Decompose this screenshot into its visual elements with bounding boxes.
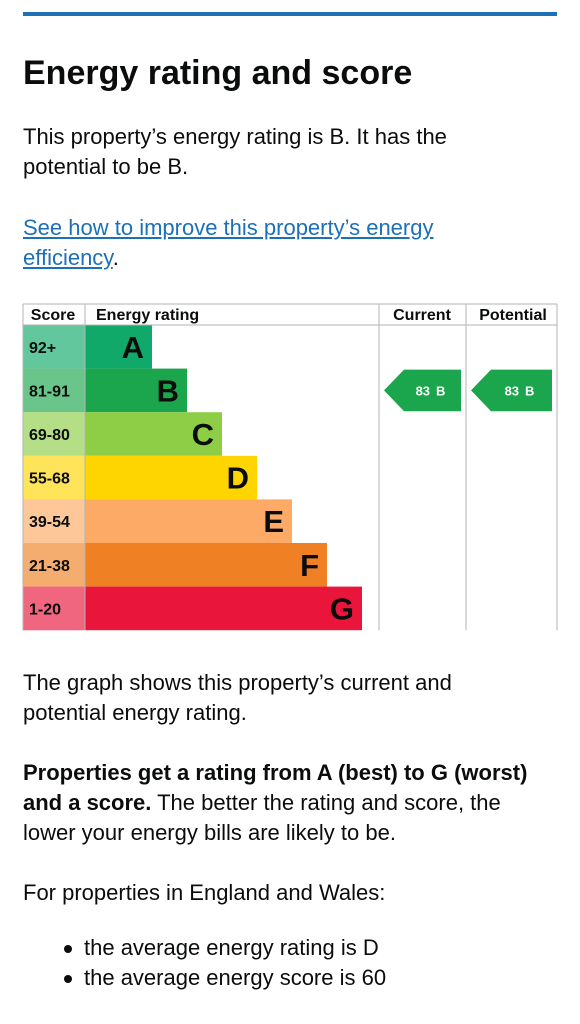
rating-arrow (471, 369, 552, 412)
improve-link[interactable]: See how to improve this property’s energ… (23, 215, 434, 270)
rating-bar (85, 586, 362, 631)
rating-letter: C (192, 417, 214, 452)
rating-info-text: The better the rating and score, the low… (23, 790, 501, 845)
score-cell-tint (23, 543, 85, 587)
rating-info-bold: Properties get a rating from A (best) to… (23, 760, 528, 815)
averages-list: the average energy rating is D the avera… (23, 933, 557, 993)
averages-intro: For properties in England and Wales: (23, 880, 386, 905)
score-cell (23, 325, 85, 369)
score-cell (23, 455, 85, 500)
score-cell-tint (23, 368, 85, 413)
score-range: 81-91 (29, 383, 70, 400)
arrow-score: 83 (505, 383, 519, 398)
score-cell (23, 586, 85, 631)
explanation: The graph shows this property’s current … (23, 670, 452, 725)
arrow-score: 83 (416, 383, 430, 398)
score-cell-tint (23, 586, 85, 631)
column-header: Current (393, 307, 451, 324)
rating-bar (85, 412, 222, 456)
score-range: 55-68 (29, 471, 70, 488)
rating-chart: Score Energy rating Current Potential 92+ A 81… (22, 303, 558, 631)
rating-letter: A (122, 330, 144, 365)
rating-arrow (384, 369, 461, 412)
rating-bar (85, 499, 292, 543)
average-item: the average energy rating is D (23, 933, 557, 963)
intro: This property’s energy rating is B. It h… (23, 124, 447, 179)
rating-letter: E (263, 504, 284, 539)
score-cell-tint (23, 412, 85, 456)
score-cell (23, 499, 85, 543)
column-header: Energy rating (96, 307, 199, 324)
average-item: the average energy score is 60 (23, 963, 557, 993)
score-range: 69-80 (29, 427, 70, 444)
rating-letter: B (157, 373, 179, 408)
score-cell-tint (23, 499, 85, 543)
rating-bar (85, 543, 327, 587)
heading: Energy rating and score (23, 54, 413, 92)
score-cell (23, 543, 85, 587)
link-para: See how to improve this property’s energ… (23, 213, 493, 273)
rating-bar (85, 368, 187, 413)
link-suffix: . (112, 245, 119, 270)
column-header: Potential (479, 307, 547, 324)
rating-arrow-label: 83 B (416, 383, 446, 398)
column-header: Score (31, 307, 76, 324)
score-cell-tint (23, 455, 85, 500)
score-cell (23, 412, 85, 456)
score-range: 39-54 (29, 514, 70, 531)
rating-bar (85, 455, 257, 500)
rating-arrow-label: 83 B (505, 383, 535, 398)
score-range: 21-38 (29, 558, 70, 575)
score-cell (23, 368, 85, 413)
score-range: 1-20 (29, 601, 61, 618)
score-range: 92+ (29, 340, 56, 357)
rating-info: Properties get a rating from A (best) to… (23, 758, 557, 848)
arrow-letter: B (436, 383, 445, 398)
top-bar (23, 12, 557, 16)
score-cell-tint (23, 325, 85, 369)
rating-letter: D (227, 461, 249, 496)
arrow-letter: B (525, 383, 534, 398)
rating-bar (85, 325, 152, 369)
rating-letter: F (300, 548, 319, 583)
rating-letter: G (330, 591, 354, 626)
